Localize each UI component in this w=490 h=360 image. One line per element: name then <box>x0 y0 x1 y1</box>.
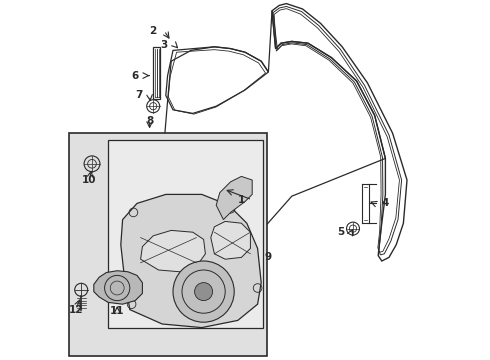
Polygon shape <box>211 221 250 259</box>
Polygon shape <box>121 194 261 328</box>
Text: 4: 4 <box>382 198 389 208</box>
Text: 2: 2 <box>149 26 157 36</box>
Text: 3: 3 <box>160 40 168 50</box>
Polygon shape <box>94 271 143 304</box>
Text: 10: 10 <box>82 175 97 185</box>
Bar <box>69 133 267 356</box>
Circle shape <box>195 283 213 301</box>
Text: 11: 11 <box>110 306 124 316</box>
Polygon shape <box>141 230 205 272</box>
Text: 12: 12 <box>69 305 83 315</box>
Bar <box>108 140 263 328</box>
Text: 6: 6 <box>131 71 139 81</box>
Text: 8: 8 <box>146 116 153 126</box>
Text: 7: 7 <box>135 90 143 100</box>
Text: 5: 5 <box>337 227 344 237</box>
Text: 1: 1 <box>238 195 245 205</box>
Text: 9: 9 <box>265 252 272 262</box>
Polygon shape <box>216 176 252 220</box>
Circle shape <box>173 261 234 322</box>
